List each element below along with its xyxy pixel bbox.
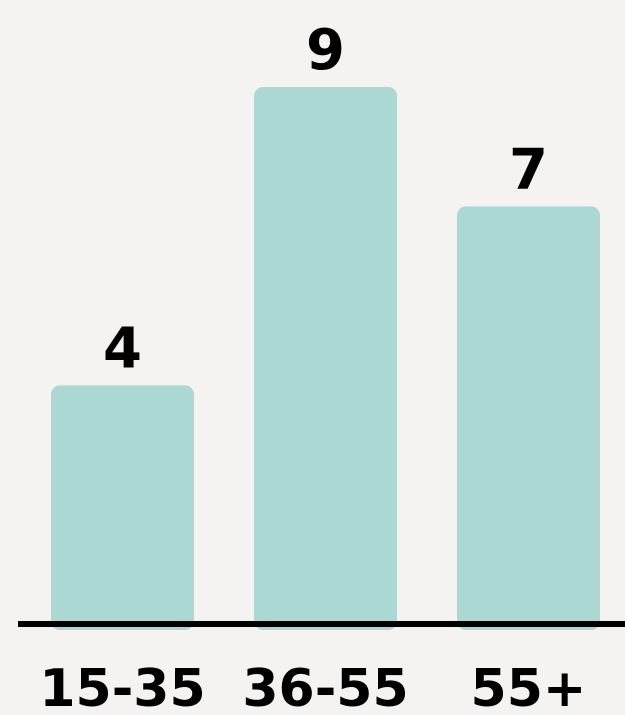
x-tick-label: 15-35 [39, 659, 205, 715]
bars [51, 87, 600, 631]
bar-15-35 [51, 385, 194, 630]
data-label: 9 [306, 18, 345, 83]
x-tick-label: 36-55 [242, 659, 408, 715]
bar-55+ [457, 206, 600, 631]
data-label: 4 [103, 316, 142, 381]
bar-36-55 [254, 87, 397, 630]
data-label: 7 [509, 137, 548, 202]
x-tick-label: 55+ [471, 659, 587, 715]
